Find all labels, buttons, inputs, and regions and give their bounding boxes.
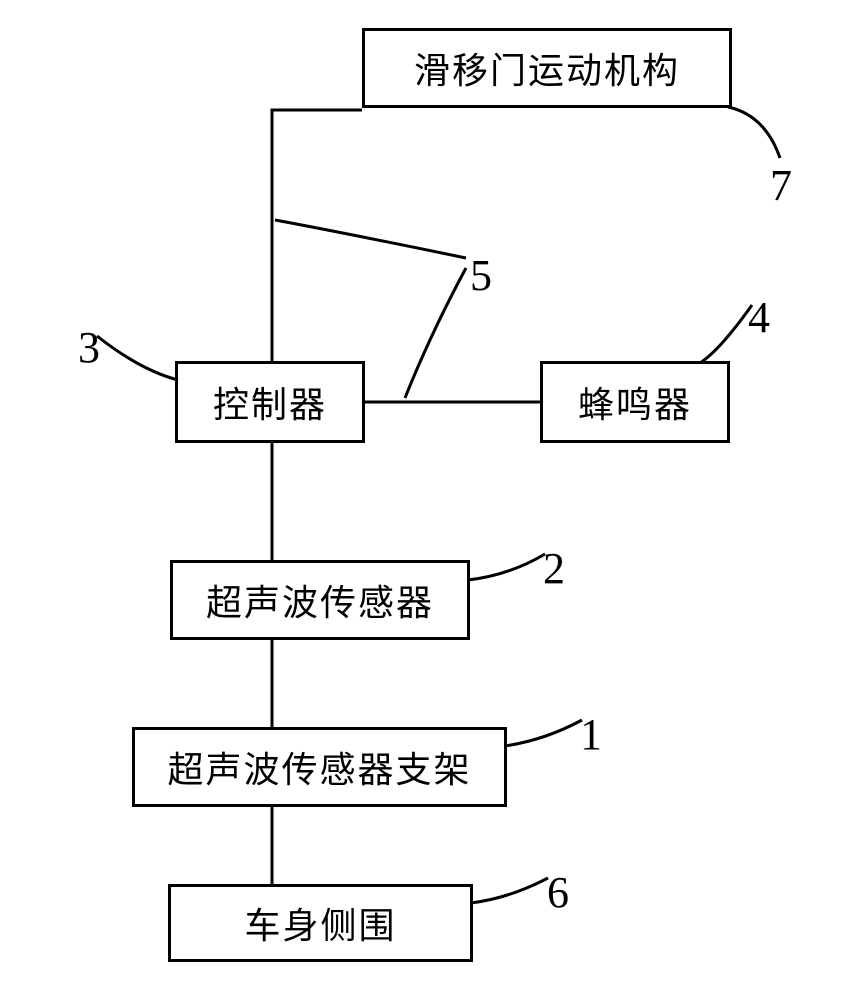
callout-label-7: 7 (770, 160, 792, 211)
node-label: 控制器 (213, 376, 327, 428)
node-ultrasonic-sensor: 超声波传感器 (170, 560, 470, 640)
node-label: 车身侧围 (244, 897, 396, 949)
node-buzzer: 蜂鸣器 (540, 361, 730, 443)
node-label: 超声波传感器 (206, 574, 434, 626)
node-controller: 控制器 (175, 361, 365, 443)
diagram-canvas: 滑移门运动机构 控制器 蜂鸣器 超声波传感器 超声波传感器支架 车身侧围 7 5… (0, 0, 841, 1000)
callout-label-1: 1 (580, 709, 602, 760)
node-label: 滑移门运动机构 (414, 42, 680, 94)
node-label: 蜂鸣器 (578, 376, 692, 428)
connector-overlay (0, 0, 841, 1000)
callout-label-6: 6 (547, 867, 569, 918)
node-label: 超声波传感器支架 (167, 741, 471, 793)
callout-label-4: 4 (748, 292, 770, 343)
node-sliding-door-mechanism: 滑移门运动机构 (362, 28, 732, 108)
callout-label-5: 5 (470, 250, 492, 301)
node-body-side-panel: 车身侧围 (168, 884, 473, 962)
callout-label-2: 2 (543, 543, 565, 594)
node-ultrasonic-sensor-bracket: 超声波传感器支架 (132, 727, 507, 807)
callout-label-3: 3 (78, 322, 100, 373)
